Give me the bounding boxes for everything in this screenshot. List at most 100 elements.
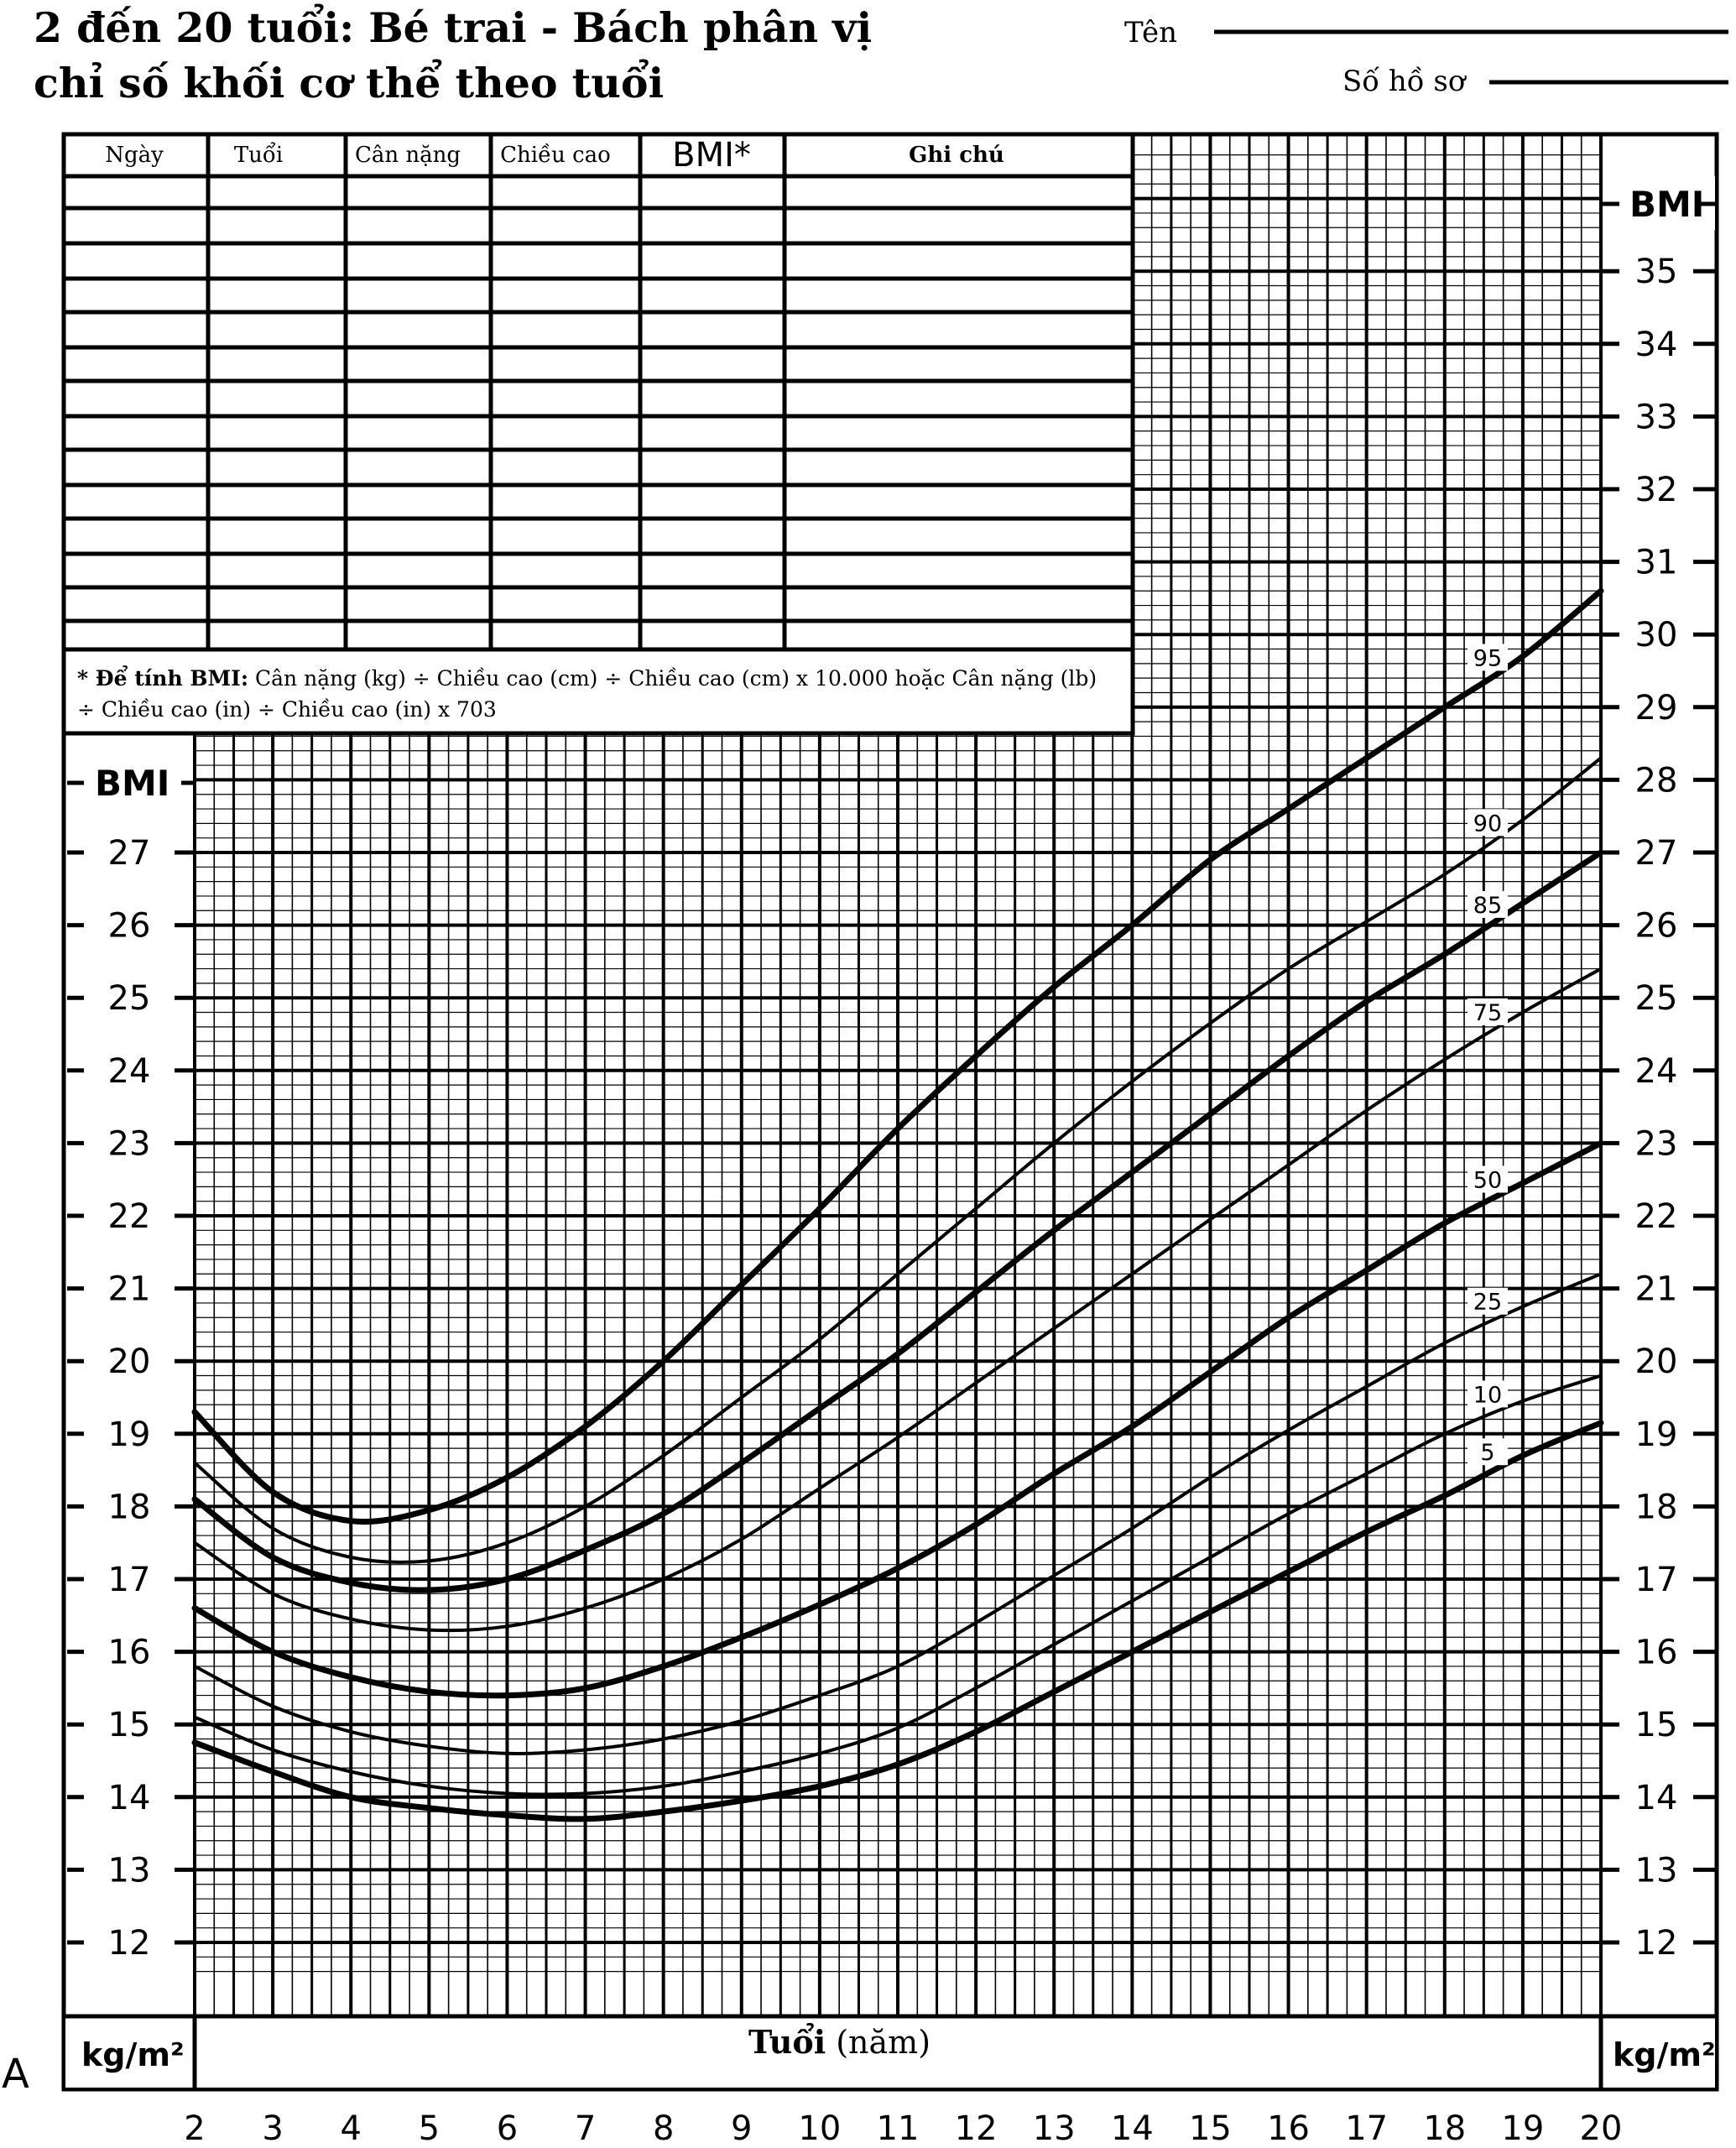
right-bmi-axis-label: BMI: [1629, 184, 1704, 225]
left-tick-label: 18: [108, 1488, 151, 1526]
percentile-label-backdrop-85: [1467, 890, 1508, 918]
percentile-curves: [191, 587, 1604, 1822]
record-table-header-1: Ngày: [105, 143, 164, 168]
left-tick-backdrop: [67, 1192, 185, 1239]
x-axis-title: Tuổi (năm): [748, 2023, 931, 2061]
right-bmi-label-backdrop: [1606, 176, 1715, 230]
left-tick-backdrop: [67, 1264, 185, 1312]
percentile-label-95: 95: [1473, 645, 1502, 671]
x-axis-title-rest: (năm): [836, 2024, 931, 2061]
left-tick-backdrop: [67, 829, 185, 876]
left-y-axis: 12 13 14 15 16 17 18 19 20 21 22 23 24 25 26 27: [67, 829, 195, 1966]
left-tick-backdrop: [67, 1046, 185, 1094]
x-tick-label: 4: [340, 2109, 361, 2148]
percentile-label-backdrop-90: [1467, 809, 1508, 837]
x-tick-label: 16: [1267, 2109, 1310, 2148]
x-tick-label: 19: [1501, 2109, 1544, 2148]
bmi-formula-note-bold: * Để tính BMI:: [77, 666, 248, 691]
record-table-headers: Ngày Tuổi Cân nặng Chiều cao BMI* Ghi chú: [105, 136, 1004, 175]
right-tick-label: 28: [1635, 761, 1678, 800]
x-tick-label: 8: [653, 2109, 674, 2148]
x-tick-label: 20: [1580, 2109, 1623, 2148]
left-tick-label: 20: [108, 1342, 151, 1381]
right-tick-label: 34: [1635, 326, 1678, 364]
x-tick-label: 13: [1033, 2109, 1076, 2148]
record-table-header-2: Tuổi: [234, 142, 283, 168]
x-tick-label: 10: [798, 2109, 841, 2148]
left-tick-backdrop: [67, 1483, 185, 1530]
left-tick-backdrop: [67, 1410, 185, 1457]
left-tick-label: 13: [108, 1851, 151, 1890]
right-tick-label: 32: [1635, 471, 1678, 509]
x-tick-label: 18: [1423, 2109, 1466, 2148]
left-tick-backdrop: [67, 901, 185, 949]
x-tick-label: 9: [731, 2109, 752, 2148]
right-tick-label: 29: [1635, 689, 1678, 727]
percentile-curve-50: [191, 1139, 1604, 1699]
left-bmi-label-backdrop: [67, 753, 185, 807]
x-tick-label: 5: [419, 2109, 440, 2148]
record-table-header-3: Cân nặng: [355, 143, 461, 168]
percentile-label-backdrop-75: [1467, 998, 1508, 1025]
bmi-formula-note-line1: * Để tính BMI: Cân nặng (kg) ÷ Chiều cao…: [77, 666, 1097, 691]
bottom-band: [65, 2016, 1715, 2088]
right-tick-label: 16: [1635, 1634, 1678, 1672]
record-table-header-6: Ghi chú: [909, 143, 1004, 168]
left-tick-backdrop: [67, 1556, 185, 1603]
right-tick-label: 12: [1635, 1924, 1678, 1963]
percentile-label-85: 85: [1473, 893, 1502, 919]
percentile-label-10: 10: [1473, 1382, 1502, 1408]
chart-title-line1: 2 đến 20 tuổi: Bé trai - Bách phân vị: [34, 3, 872, 52]
x-tick-label: 11: [877, 2109, 920, 2148]
x-tick-label: 17: [1345, 2109, 1388, 2148]
right-tick-label: 22: [1635, 1197, 1678, 1236]
percentile-curve-25: [193, 1272, 1603, 1755]
percentile-curve-5: [191, 1420, 1604, 1822]
left-tick-label: 14: [108, 1779, 151, 1817]
x-tick-label: 14: [1111, 2109, 1154, 2148]
left-tick-label: 25: [108, 979, 151, 1018]
right-tick-label: 15: [1635, 1706, 1678, 1744]
left-tick-label: 19: [108, 1415, 151, 1454]
name-label: Tên: [1124, 16, 1177, 50]
x-tick-label: 15: [1189, 2109, 1232, 2148]
right-tick-label: 30: [1635, 616, 1678, 654]
record-table: Ngày Tuổi Cân nặng Chiều cao BMI* Ghi chú * Đ…: [61, 132, 1135, 736]
percentile-label-25: 25: [1473, 1290, 1502, 1316]
left-tick-label: 17: [108, 1561, 151, 1599]
left-tick-label: 24: [108, 1052, 151, 1091]
left-tick-backdrop: [67, 974, 185, 1022]
x-tick-label: 7: [575, 2109, 596, 2148]
right-y-axis: 12 13 14 15 16 17 18 19 20 21 22 23 24 25 26 27 28 29 30 31…: [1601, 253, 1715, 1963]
percentile-label-50: 50: [1473, 1167, 1502, 1193]
right-tick-label: 23: [1635, 1124, 1678, 1163]
right-tick-label: 25: [1635, 979, 1678, 1018]
bmi-formula-note-line2: ÷ Chiều cao (in) ÷ Chiều cao (in) x 703: [77, 697, 497, 722]
left-tick-backdrop: [67, 1337, 185, 1385]
percentile-label-backdrop-95: [1467, 644, 1508, 671]
right-tick-label: 33: [1635, 398, 1678, 436]
right-tick-label: 14: [1635, 1779, 1678, 1817]
x-tick-label: 12: [955, 2109, 998, 2148]
percentile-curve-10: [193, 1374, 1603, 1796]
x-tick-label: 6: [497, 2109, 518, 2148]
right-tick-label: 21: [1635, 1270, 1678, 1309]
right-tick-label: 13: [1635, 1851, 1678, 1890]
percentile-label-backdrop-25: [1467, 1287, 1508, 1315]
left-tick-label: 22: [108, 1197, 151, 1236]
bmi-formula-note-rest: Cân nặng (kg) ÷ Chiều cao (cm) ÷ Chiều c…: [248, 666, 1097, 691]
right-tick-label: 27: [1635, 834, 1678, 873]
percentile-curve-75: [193, 967, 1603, 1633]
chart-title-line2: chỉ số khối cơ thể theo tuổi: [34, 59, 664, 107]
left-tick-label: 23: [108, 1124, 151, 1163]
x-tick-label: 3: [262, 2109, 283, 2148]
record-table-lines: [64, 134, 1133, 652]
left-tick-label: 12: [108, 1924, 151, 1963]
right-margin-backdrop: [1603, 136, 1715, 2015]
left-tick-backdrop: [67, 1119, 185, 1167]
left-tick-label: 15: [108, 1706, 151, 1744]
percentile-label-75: 75: [1473, 1000, 1502, 1026]
percentile-curve-95: [191, 587, 1604, 1525]
percentile-label-5: 5: [1480, 1440, 1494, 1466]
